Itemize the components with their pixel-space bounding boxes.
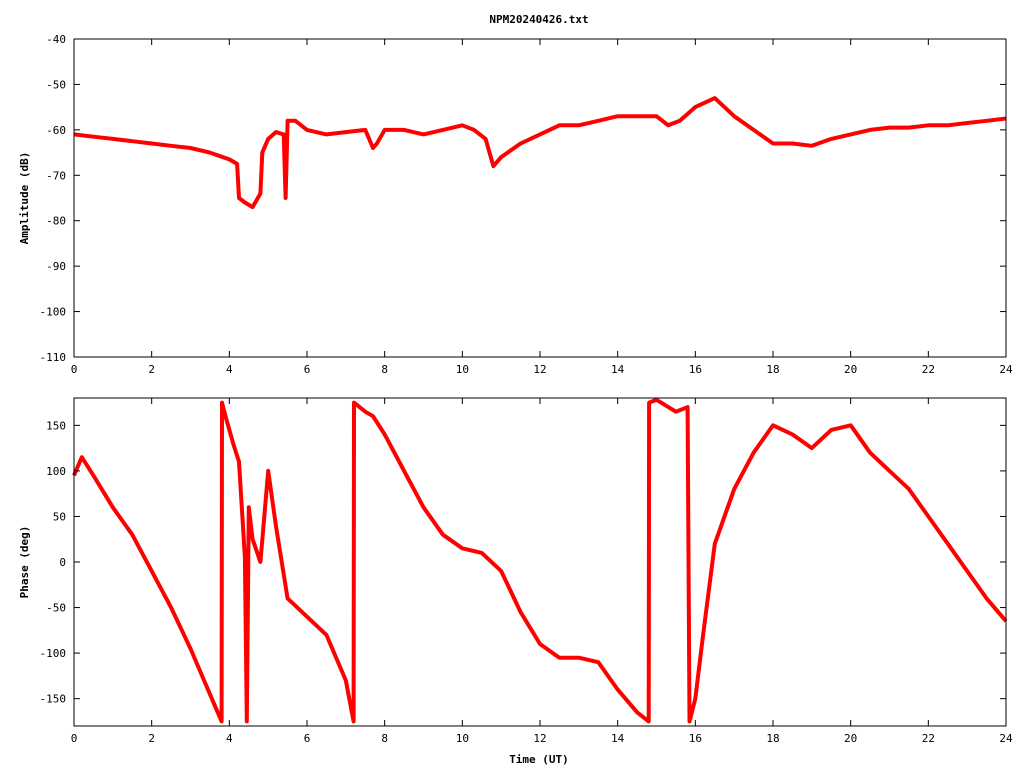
time-x-axis-label: Time (UT) <box>509 753 569 766</box>
amplitude-x-tick-label: 24 <box>999 363 1013 376</box>
chart-title: NPM20240426.txt <box>489 13 588 26</box>
phase-y-tick-label: -150 <box>40 693 67 706</box>
amplitude-frame <box>73 38 1007 358</box>
amplitude-x-tick-label: 6 <box>304 363 311 376</box>
phase-plot-area <box>72 397 1008 724</box>
phase-x-tick-label: 14 <box>611 732 625 745</box>
phase-ticks: 0 2 4 6 8 10 12 14 16 18 20 22 24150100500-50-100-15… <box>40 398 1013 745</box>
amplitude-x-tick-label: 10 <box>456 363 469 376</box>
amplitude-ticks: 0 2 4 6 8 10 12 14 16 18 20 22 24-40-50-60-70-80-90-… <box>40 33 1013 376</box>
phase-x-tick-label: 24 <box>999 732 1013 745</box>
phase-x-tick-label: 0 <box>71 732 78 745</box>
phase-y-tick-label: 50 <box>53 510 66 523</box>
amplitude-y-tick-label: -70 <box>46 169 66 182</box>
phase-series-line <box>72 397 1008 724</box>
amplitude-x-tick-label: 18 <box>766 363 779 376</box>
phase-x-tick-label: 12 <box>533 732 546 745</box>
amplitude-y-tick-label: -40 <box>46 33 66 46</box>
phase-y-tick-label: 100 <box>46 465 66 478</box>
amplitude-y-tick-label: -50 <box>46 78 66 91</box>
phase-y-tick-label: 150 <box>46 419 66 432</box>
amplitude-panel: 0 2 4 6 8 10 12 14 16 18 20 22 24-40-50-60-70-80-90-… <box>18 33 1013 376</box>
phase-x-tick-label: 22 <box>922 732 935 745</box>
phase-y-tick-label: -100 <box>40 647 67 660</box>
amplitude-x-tick-label: 0 <box>71 363 78 376</box>
amplitude-x-tick-label: 16 <box>689 363 702 376</box>
phase-x-tick-label: 16 <box>689 732 702 745</box>
amplitude-plot-area <box>73 96 1007 210</box>
phase-x-tick-label: 10 <box>456 732 469 745</box>
amplitude-x-tick-label: 8 <box>381 363 388 376</box>
amplitude-x-tick-label: 14 <box>611 363 625 376</box>
phase-x-tick-label: 6 <box>304 732 311 745</box>
amplitude-x-tick-label: 22 <box>922 363 935 376</box>
phase-panel: 0 2 4 6 8 10 12 14 16 18 20 22 24150100500-50-100-15… <box>18 397 1013 766</box>
amplitude-y-tick-label: -110 <box>40 351 67 364</box>
phase-x-tick-label: 2 <box>148 732 155 745</box>
amplitude-y-tick-label: -100 <box>40 306 67 319</box>
phase-y-tick-label: 0 <box>59 556 66 569</box>
amplitude-x-tick-label: 2 <box>148 363 155 376</box>
amplitude-series-line <box>73 96 1007 210</box>
amplitude-y-tick-label: -90 <box>46 260 66 273</box>
amplitude-x-tick-label: 12 <box>533 363 546 376</box>
phase-x-tick-label: 8 <box>381 732 388 745</box>
phase-x-tick-label: 18 <box>766 732 779 745</box>
phase-x-tick-label: 4 <box>226 732 233 745</box>
amplitude-y-tick-label: -80 <box>46 215 66 228</box>
amplitude-x-tick-label: 20 <box>844 363 857 376</box>
amplitude-x-tick-label: 4 <box>226 363 233 376</box>
phase-y-axis-label: Phase (deg) <box>18 526 31 599</box>
phase-x-tick-label: 20 <box>844 732 857 745</box>
amplitude-y-tick-label: -60 <box>46 124 66 137</box>
amplitude-y-axis-label: Amplitude (dB) <box>18 152 31 245</box>
phase-y-tick-label: -50 <box>46 602 66 615</box>
